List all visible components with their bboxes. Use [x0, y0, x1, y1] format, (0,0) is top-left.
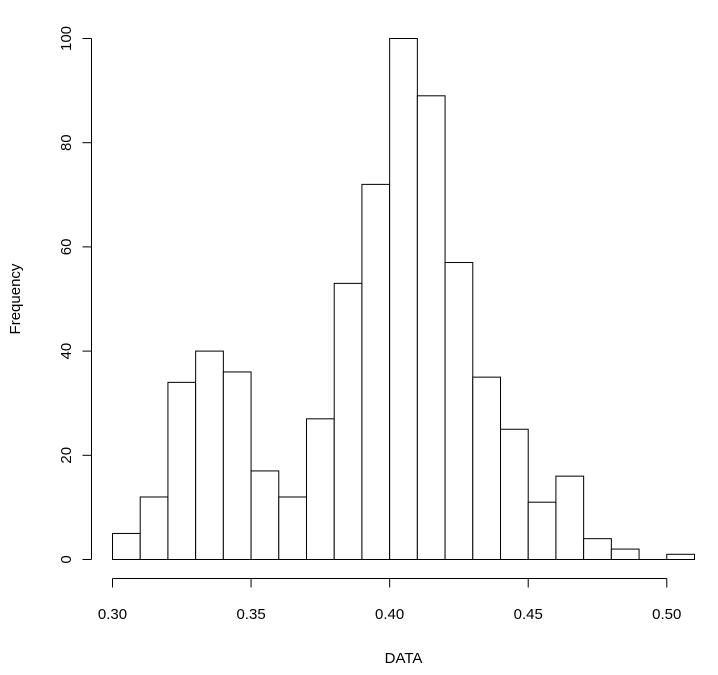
histogram-bar — [167, 381, 197, 560]
x-axis-title: DATA — [385, 650, 423, 667]
x-tick-label: 0.40 — [375, 606, 404, 623]
histogram-bar — [139, 496, 169, 561]
histogram-bar — [306, 418, 335, 560]
y-axis-title: Frequency — [7, 263, 24, 334]
histogram-bar — [361, 183, 391, 560]
y-tick-label: 20 — [58, 447, 75, 464]
histogram-bar — [500, 428, 529, 560]
x-tick-label: 0.35 — [236, 606, 265, 623]
histogram-bar — [444, 262, 474, 560]
x-tick-label: 0.30 — [98, 606, 127, 623]
x-tick-label: 0.45 — [514, 606, 543, 623]
y-tick-label: 60 — [58, 239, 75, 256]
y-tick-label: 40 — [58, 343, 75, 360]
y-tick-label: 100 — [58, 26, 75, 51]
histogram-bar — [610, 548, 640, 561]
histogram-bar — [222, 371, 252, 560]
histogram-bar — [278, 496, 307, 561]
histogram-bar — [527, 501, 557, 561]
y-tick-label: 0 — [58, 555, 75, 563]
histogram-bar — [195, 350, 224, 560]
histogram-bar — [112, 532, 141, 561]
x-axis: 0.30 0.35 0.40 0.45 0.50 — [98, 578, 681, 623]
x-tick-label: 0.50 — [652, 606, 681, 623]
histogram-bar — [666, 553, 695, 560]
histogram-bar — [333, 282, 363, 560]
histogram-bar — [389, 38, 418, 560]
y-axis: 0 20 40 60 80 100 — [58, 26, 92, 564]
histogram-bar — [583, 538, 612, 560]
histogram-bar — [555, 475, 585, 561]
histogram-bar — [472, 376, 501, 560]
histogram-bar — [250, 470, 280, 560]
histogram-bar — [416, 95, 446, 560]
histogram-bars — [112, 38, 695, 561]
y-tick-label: 80 — [58, 134, 75, 151]
